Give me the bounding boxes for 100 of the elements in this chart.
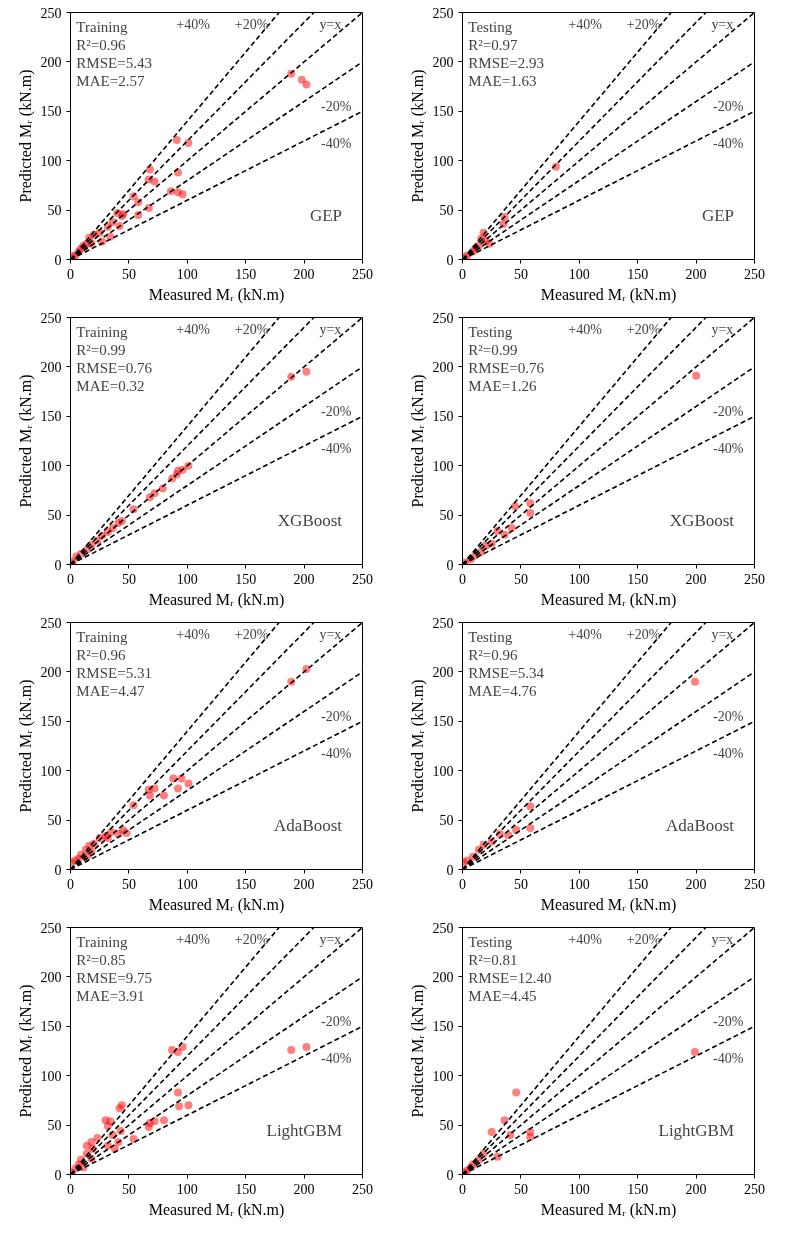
y-tick-label: 50 (47, 1118, 62, 1134)
x-tick-label: 50 (121, 876, 136, 892)
x-tick-label: 150 (627, 266, 649, 282)
y-tick-label: 150 (40, 1019, 62, 1035)
annotation: -40% (713, 135, 744, 151)
annotation: MAE=1.26 (468, 377, 537, 394)
annotation: y=x (319, 627, 342, 643)
annotation: +40% (568, 17, 603, 33)
y-tick-label: 200 (40, 54, 62, 70)
annotation: MAE=4.45 (468, 987, 537, 1004)
annotation: Training (76, 323, 128, 340)
annotation: -40% (321, 1050, 352, 1066)
annotation: -20% (713, 98, 744, 114)
x-tick-label: 200 (293, 266, 315, 282)
annotation: -40% (713, 440, 744, 456)
y-axis-title: Predicted Mᵣ (kN.m) (408, 984, 427, 1118)
annotation: +40% (568, 627, 603, 643)
x-tick-label: 200 (685, 1181, 707, 1197)
annotation: +20% (234, 322, 269, 338)
y-tick-label: 100 (40, 763, 62, 779)
annotation: +20% (626, 322, 661, 338)
annotation: R²=0.96 (76, 646, 127, 663)
y-tick-label: 200 (432, 54, 454, 70)
annotation: XGBoost (277, 510, 343, 530)
y-axis-title: Predicted Mᵣ (kN.m) (408, 374, 427, 508)
y-tick-label: 0 (446, 557, 454, 573)
x-tick-label: 100 (176, 571, 198, 587)
y-axis-title: Predicted Mᵣ (kN.m) (408, 69, 427, 203)
y-tick-label: 150 (40, 104, 62, 120)
annotation: R²=0.96 (76, 36, 127, 53)
x-axis-title: Measured Mᵣ (kN.m) (148, 1200, 285, 1219)
x-tick-label: 250 (352, 266, 373, 282)
annotation: RMSE=5.31 (76, 664, 152, 681)
annotation: RMSE=2.93 (468, 54, 544, 71)
x-tick-label: 0 (459, 876, 466, 892)
y-tick-label: 150 (432, 714, 454, 730)
annotation: +40% (568, 322, 603, 338)
y-tick-label: 150 (432, 104, 454, 120)
annotation: Testing (468, 933, 513, 950)
x-axis-title: Measured Mᵣ (kN.m) (148, 895, 285, 914)
annotation: RMSE=0.76 (76, 359, 153, 376)
annotation: Training (76, 933, 128, 950)
annotation: +20% (626, 17, 661, 33)
annotation: Testing (468, 323, 513, 340)
x-tick-label: 0 (459, 571, 466, 587)
annotation: Testing (468, 18, 513, 35)
x-tick-label: 100 (176, 266, 198, 282)
y-tick-label: 250 (40, 615, 62, 631)
x-axis-title: Measured Mᵣ (kN.m) (540, 285, 677, 304)
annotation: LightGBM (658, 1120, 735, 1140)
annotation: MAE=4.47 (76, 682, 145, 699)
y-tick-label: 150 (40, 409, 62, 425)
x-tick-label: 100 (176, 876, 198, 892)
annotation: RMSE=5.34 (468, 664, 545, 681)
x-tick-label: 100 (568, 876, 590, 892)
annotation: +20% (626, 932, 661, 948)
annotation: -40% (321, 440, 352, 456)
annotation: XGBoost (669, 510, 735, 530)
x-tick-label: 50 (513, 266, 528, 282)
y-tick-label: 0 (54, 252, 62, 268)
x-tick-label: 200 (685, 571, 707, 587)
x-tick-label: 50 (121, 266, 136, 282)
x-tick-label: 50 (513, 1181, 528, 1197)
annotation: RMSE=0.76 (468, 359, 545, 376)
annotation: R²=0.85 (76, 951, 126, 968)
annotation: y=x (319, 322, 342, 338)
x-axis-title: Measured Mᵣ (kN.m) (540, 1200, 677, 1219)
annotation: -40% (713, 1050, 744, 1066)
x-tick-label: 0 (67, 266, 74, 282)
annotation: -20% (713, 403, 744, 419)
annotation: R²=0.81 (468, 951, 518, 968)
annotation: R²=0.99 (468, 341, 518, 358)
x-tick-label: 250 (352, 571, 373, 587)
annotation: +40% (176, 17, 211, 33)
x-tick-label: 150 (235, 266, 257, 282)
annotation: y=x (319, 17, 342, 33)
y-tick-label: 150 (432, 409, 454, 425)
y-tick-label: 50 (47, 203, 62, 219)
x-tick-label: 150 (235, 571, 257, 587)
y-tick-label: 50 (439, 813, 454, 829)
annotation: y=x (319, 932, 342, 948)
y-axis-title: Predicted Mᵣ (kN.m) (16, 984, 35, 1118)
annotation: -20% (321, 403, 352, 419)
annotation: y=x (711, 322, 734, 338)
annotation: Training (76, 18, 128, 35)
annotation: y=x (711, 627, 734, 643)
x-tick-label: 200 (293, 571, 315, 587)
annotation: -20% (713, 1013, 744, 1029)
x-tick-label: 100 (568, 266, 590, 282)
y-tick-label: 100 (432, 153, 454, 169)
x-tick-label: 150 (627, 571, 649, 587)
y-tick-label: 250 (432, 5, 454, 21)
y-tick-label: 0 (446, 1167, 454, 1183)
annotation: -20% (321, 98, 352, 114)
y-tick-label: 250 (432, 920, 454, 936)
annotation: -20% (321, 1013, 352, 1029)
y-axis-title: Predicted Mᵣ (kN.m) (16, 679, 35, 813)
y-tick-label: 50 (47, 508, 62, 524)
annotation: LightGBM (266, 1120, 343, 1140)
y-tick-label: 150 (432, 1019, 454, 1035)
